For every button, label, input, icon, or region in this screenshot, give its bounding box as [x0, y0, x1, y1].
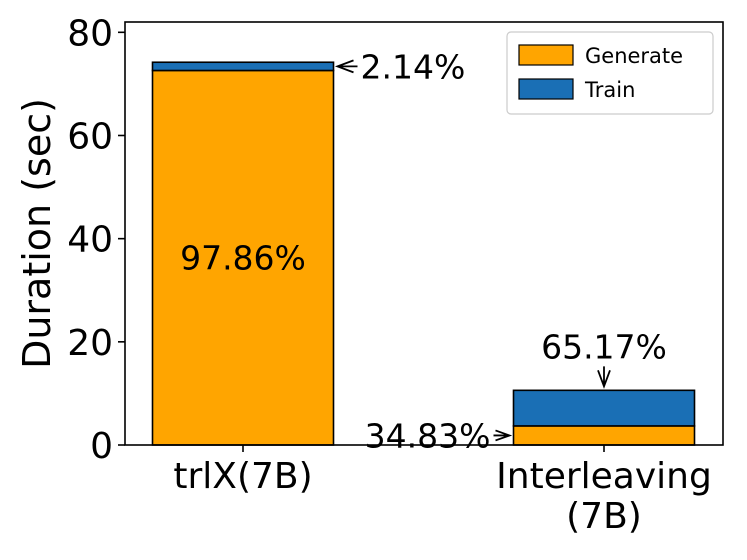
legend-label-train: Train — [584, 78, 635, 102]
annotation-arrow-4 — [493, 429, 513, 442]
annotation-arrow-2 — [334, 59, 358, 74]
x-tick-label-1-line-1: trlX(7B) — [173, 456, 312, 497]
plot-frame — [124, 21, 724, 446]
x-tick-label-2-line-1: Interleaving — [496, 456, 712, 497]
y-tick-label-2: 20 — [67, 323, 113, 364]
annotation-label-3: 65.17% — [541, 327, 667, 366]
bars-layer — [151, 61, 696, 446]
bar-generate-1 — [151, 69, 335, 446]
annotation-arrow-3 — [597, 366, 611, 389]
annotation-label-2: 2.14% — [361, 47, 466, 86]
y-tick-label-5: 80 — [67, 13, 113, 54]
y-axis-label: Duration (sec) — [15, 98, 59, 369]
y-tick-label-1: 0 — [90, 426, 113, 467]
x-tick-label-2-line-2: (7B) — [566, 496, 642, 537]
axes-layer: 0 20 40 60 80 trlX(7B) Interleaving(7B) Duratio… — [15, 13, 724, 537]
legend-swatch-train — [518, 78, 574, 100]
bar-generate-2 — [512, 425, 696, 446]
y-tick-label-3: 40 — [67, 220, 113, 261]
bar-train-1 — [151, 61, 335, 72]
legend: Generate Train — [506, 31, 714, 115]
annotations-layer: 97.86% 2.14% 65.17% 34.83% — [180, 47, 667, 455]
legend-label-generate: Generate — [585, 44, 683, 68]
bar-train-2 — [512, 389, 696, 427]
annotation-label-1: 97.86% — [180, 239, 306, 278]
y-tick-label-4: 60 — [67, 116, 113, 157]
legend-swatch-generate — [518, 44, 574, 66]
annotation-label-4: 34.83% — [365, 416, 491, 455]
